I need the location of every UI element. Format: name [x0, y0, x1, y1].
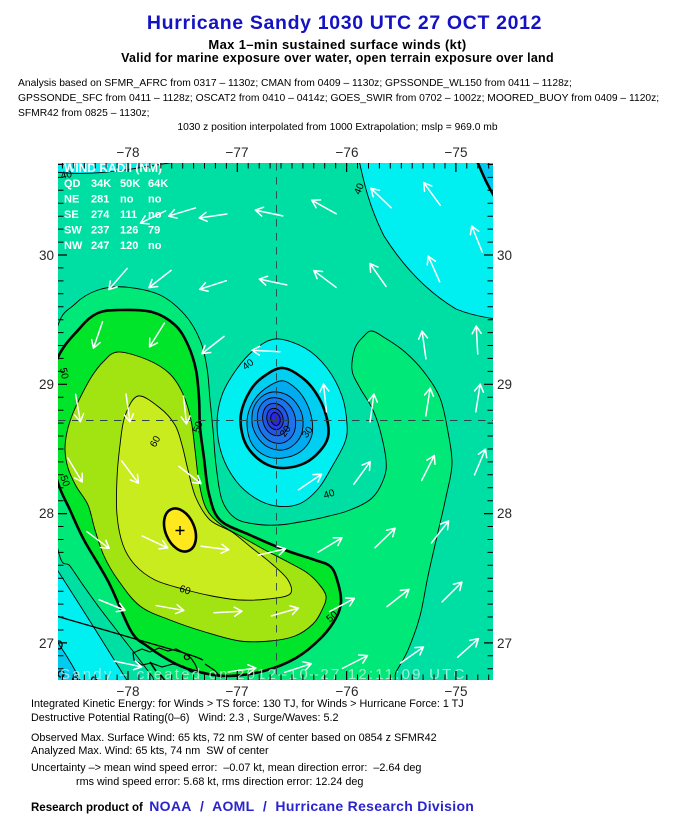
- svg-text:−78: −78: [117, 145, 140, 160]
- svg-text:64K: 64K: [148, 178, 168, 190]
- svg-text:28: 28: [497, 506, 512, 521]
- svg-text:34K: 34K: [91, 178, 111, 190]
- svg-text:29: 29: [497, 377, 512, 392]
- svg-text:120: 120: [120, 240, 138, 252]
- svg-text:50K: 50K: [120, 178, 140, 190]
- svg-text:60: 60: [178, 584, 192, 598]
- svg-text:50: 50: [192, 420, 206, 434]
- svg-text:WIND RADII (NM): WIND RADII (NM): [64, 161, 162, 175]
- svg-text:40: 40: [322, 488, 336, 502]
- svg-text:30: 30: [39, 248, 54, 263]
- svg-text:Sandy – created on 2012–10–27: Sandy – created on 2012–10–27 12:11:09 U…: [60, 666, 467, 683]
- svg-text:−77: −77: [226, 684, 249, 699]
- svg-text:no: no: [120, 194, 134, 206]
- svg-text:28: 28: [39, 506, 54, 521]
- svg-text:−77: −77: [226, 145, 249, 160]
- svg-text:NE: NE: [64, 194, 79, 206]
- svg-text:79: 79: [148, 225, 160, 237]
- svg-text:29: 29: [39, 377, 54, 392]
- svg-text:40: 40: [352, 181, 367, 196]
- svg-text:no: no: [148, 194, 162, 206]
- svg-text:60: 60: [148, 434, 163, 449]
- svg-text:50: 50: [57, 367, 70, 381]
- svg-text:no: no: [148, 209, 162, 221]
- svg-text:30: 30: [497, 248, 512, 263]
- svg-text:QD: QD: [64, 178, 81, 190]
- svg-text:126: 126: [120, 225, 138, 237]
- svg-text:−75: −75: [445, 145, 468, 160]
- svg-text:40: 40: [60, 169, 74, 182]
- svg-text:SE: SE: [64, 209, 79, 221]
- svg-text:27: 27: [497, 636, 512, 651]
- svg-text:SW: SW: [64, 225, 82, 237]
- svg-text:274: 274: [91, 209, 110, 221]
- svg-text:111: 111: [120, 209, 137, 221]
- svg-text:247: 247: [91, 240, 109, 252]
- svg-text:−76: −76: [336, 145, 359, 160]
- svg-text:no: no: [148, 240, 162, 252]
- svg-text:27: 27: [39, 636, 54, 651]
- svg-text:237: 237: [91, 225, 109, 237]
- svg-text:−76: −76: [336, 684, 359, 699]
- svg-text:281: 281: [91, 194, 109, 206]
- svg-text:−78: −78: [117, 684, 140, 699]
- svg-text:NW: NW: [64, 240, 83, 252]
- svg-text:50: 50: [57, 474, 71, 489]
- svg-text:−75: −75: [445, 684, 468, 699]
